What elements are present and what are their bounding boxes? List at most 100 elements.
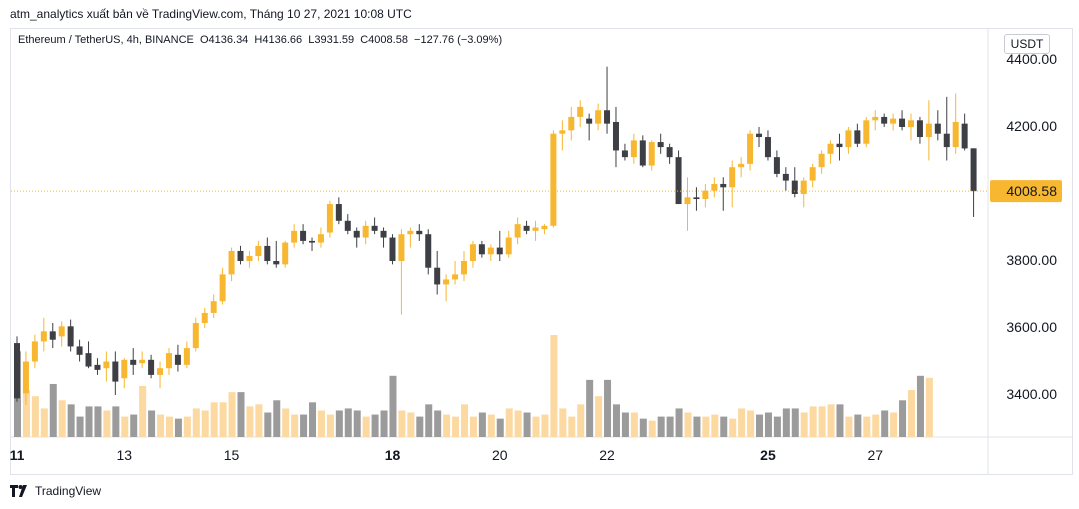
tradingview-logo[interactable]: TradingView xyxy=(10,484,101,498)
volume-bar xyxy=(604,379,612,437)
volume-bar xyxy=(76,416,84,437)
time-tick-label: 13 xyxy=(116,447,132,463)
volume-bar xyxy=(595,396,603,437)
candle-body xyxy=(85,353,92,367)
candle-body xyxy=(165,353,172,369)
candle-body xyxy=(398,234,405,261)
candle-body xyxy=(291,230,298,243)
volume-bar xyxy=(559,408,567,437)
volume-bar xyxy=(326,414,334,437)
volume-bar xyxy=(273,400,281,437)
volume-bar xyxy=(872,414,880,437)
volume-bar xyxy=(925,377,933,437)
candle-body xyxy=(523,225,530,231)
candle-body xyxy=(782,173,789,181)
volume-bar xyxy=(255,404,263,437)
chart-frame xyxy=(10,28,1073,475)
candle-body xyxy=(416,230,423,235)
candle-body xyxy=(845,130,852,148)
volume-bar xyxy=(461,404,468,437)
volume-bar xyxy=(130,414,138,437)
time-axis: 11 13 15 18 20 22 25 27 xyxy=(10,447,884,463)
candle-body xyxy=(469,244,476,261)
candle-body xyxy=(362,225,369,238)
candle-body xyxy=(675,157,682,205)
time-tick-label: 11 xyxy=(10,447,25,463)
volume-bar xyxy=(568,416,576,437)
candle-body xyxy=(577,106,584,117)
tradingview-logo-icon xyxy=(10,485,27,497)
volume-bar xyxy=(380,410,388,437)
volume-bar xyxy=(854,414,862,437)
volume-bar xyxy=(112,406,120,437)
volume-bar xyxy=(201,410,209,437)
volume-bar xyxy=(523,412,531,437)
candle-body xyxy=(791,180,798,194)
price-tick-label: 3400.00 xyxy=(1006,386,1057,402)
candle-body xyxy=(380,230,387,238)
price-tick-label: 3600.00 xyxy=(1006,319,1057,335)
volume-bar xyxy=(720,416,728,437)
candle-body xyxy=(800,180,807,194)
candle-body xyxy=(738,163,745,168)
candle-body xyxy=(317,234,324,243)
volume-bar xyxy=(818,406,826,437)
candle-body xyxy=(639,140,646,166)
candle-body xyxy=(729,167,736,188)
volume-bar xyxy=(452,416,460,437)
volume-bar xyxy=(845,416,853,437)
candle-body xyxy=(586,118,593,124)
volume-bar xyxy=(756,414,764,437)
candle-body xyxy=(344,220,351,231)
volume-bar xyxy=(49,383,57,437)
volume-bar xyxy=(362,416,370,437)
candle-body xyxy=(273,261,280,265)
volume-bar xyxy=(586,379,594,437)
volume-bar xyxy=(174,418,182,437)
candle-body xyxy=(326,204,333,233)
candle-body xyxy=(711,183,718,191)
candle-body xyxy=(908,120,914,127)
volume-bar xyxy=(219,402,227,437)
volume-bar xyxy=(639,418,647,437)
candle-body xyxy=(40,331,47,342)
candle-body xyxy=(621,150,628,158)
volume-bar xyxy=(148,410,156,437)
candle-body xyxy=(612,121,619,151)
volume-bar xyxy=(246,406,254,437)
volume-bar xyxy=(782,408,790,437)
candle-body xyxy=(559,130,566,134)
price-tick-label: 4400.00 xyxy=(1006,51,1057,67)
volume-bar xyxy=(85,406,93,437)
volume-bar xyxy=(908,390,915,437)
volume-bar xyxy=(890,412,898,437)
candle-body xyxy=(282,242,289,265)
volume-bar xyxy=(353,410,361,437)
candle-body xyxy=(568,116,575,131)
volume-bar xyxy=(291,414,299,437)
volume-bar xyxy=(22,390,30,437)
volume-bar xyxy=(577,404,585,437)
candle-body xyxy=(210,301,217,313)
volume-bar xyxy=(309,402,317,437)
candle-body xyxy=(219,274,226,302)
volume-bar xyxy=(621,412,629,437)
volume-bar xyxy=(550,335,558,437)
volume-bar xyxy=(764,412,772,437)
volume-bar xyxy=(67,404,75,437)
candle-body xyxy=(157,368,164,375)
currency-button[interactable]: USDT xyxy=(1004,34,1050,54)
volume-bar xyxy=(139,386,147,437)
candle-body xyxy=(890,118,897,124)
volume-bar xyxy=(40,408,48,437)
candle-body xyxy=(595,110,602,124)
candle-body xyxy=(881,116,888,124)
candle-body xyxy=(487,247,494,255)
candle-body xyxy=(496,247,503,255)
candle-body xyxy=(434,267,441,285)
volume-bar xyxy=(228,392,236,437)
candle-body xyxy=(604,110,611,124)
last-price-badge xyxy=(990,180,1062,203)
candle-body xyxy=(192,322,199,349)
